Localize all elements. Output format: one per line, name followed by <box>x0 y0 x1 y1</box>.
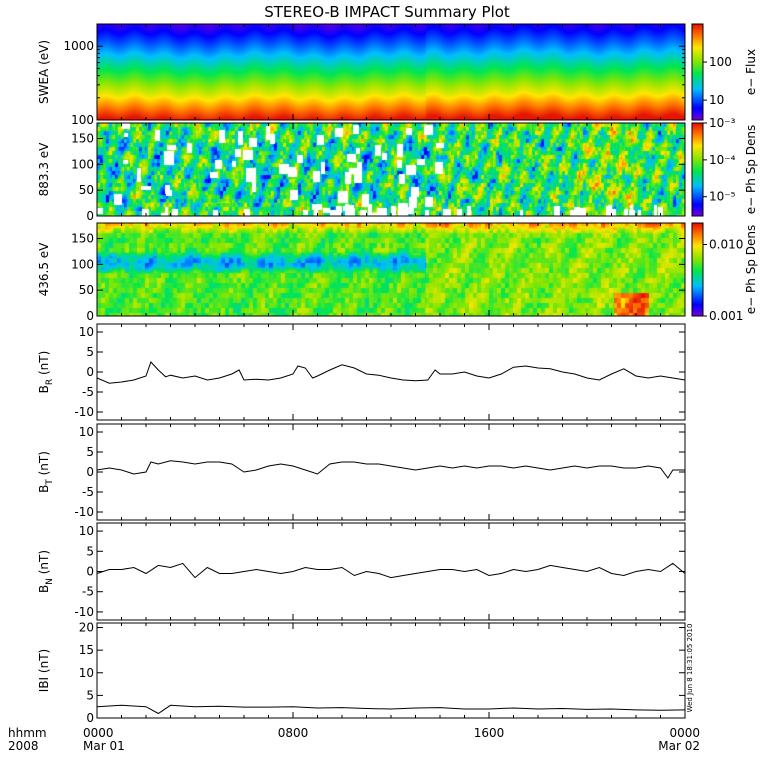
colorbar-tick-label: 10⁻⁴ <box>709 153 736 167</box>
y-axis-label: BT (nT) <box>37 451 55 493</box>
series-line <box>96 704 686 715</box>
colorbar-tick-label: 0.001 <box>709 309 743 323</box>
y-label-unit: (nT) <box>37 550 51 578</box>
x-tick-label: 0800 <box>278 726 309 740</box>
y-tick-label: -10 <box>74 505 94 519</box>
y-tick-label: -5 <box>82 485 94 499</box>
y-tick-label: -5 <box>82 385 94 399</box>
y-axis-label: BR (nT) <box>37 351 55 394</box>
y-axis-label: 883.3 eV <box>37 142 51 197</box>
y-tick-label: 50 <box>79 283 94 297</box>
x-tick-sublabel: Mar 02 <box>658 739 700 753</box>
y-label-main: IBI <box>37 677 51 692</box>
colorbar-label: e− Ph Sp Dens <box>744 125 758 214</box>
x-tick-label: 1600 <box>474 726 505 740</box>
y-tick-label: 0 <box>86 365 94 379</box>
y-tick-label: 5 <box>86 688 94 702</box>
y-tick-label: 100 <box>71 257 94 271</box>
y-tick-label: 5 <box>86 544 94 558</box>
y-tick-label: 5 <box>86 345 94 359</box>
panel-2: 10⁻⁵ 10⁻⁴ 10⁻³ e− Ph Sp Dens 0 50 100 150 883.3 … <box>37 116 758 223</box>
y-tick-label: 20 <box>79 621 94 635</box>
y-label-main: B <box>37 585 51 593</box>
y-tick-label: 150 <box>71 132 94 146</box>
y-axis-label: IBI (nT) <box>37 649 51 692</box>
y-label-sub: N <box>45 578 55 585</box>
y-label-unit: (nT) <box>37 351 51 379</box>
colorbar-tick-label: 0.010 <box>709 238 743 252</box>
series-line <box>96 460 685 479</box>
panel-4: -10 -5 0 5 10 BR (nT) <box>37 323 686 421</box>
y-tick-label: -10 <box>74 405 94 419</box>
x-tick-label: 0000 <box>83 726 114 740</box>
heatmap-image <box>97 123 685 216</box>
y-label-sub: T <box>45 479 55 486</box>
y-tick-label: 10 <box>79 325 94 339</box>
colorbar-frame <box>691 122 704 217</box>
y-tick-label: 10 <box>79 666 94 680</box>
y-label-main: B <box>37 385 51 393</box>
series-line <box>96 562 686 579</box>
y-tick-label: 0 <box>86 711 94 725</box>
y-tick-label: 10 <box>79 425 94 439</box>
y-tick-label: 0 <box>86 209 94 223</box>
y-tick-label: 100 <box>71 113 94 127</box>
y-tick-label: -5 <box>82 585 94 599</box>
panel-frame <box>96 522 686 621</box>
y-label-unit: (nT) <box>37 451 51 479</box>
colorbar <box>692 123 703 216</box>
y-label-main: B <box>37 485 51 493</box>
y-tick-label: 0 <box>86 565 94 579</box>
colorbar-frame <box>691 23 704 121</box>
heatmap-image <box>97 24 685 120</box>
y-tick-label: 0 <box>86 309 94 323</box>
y-tick-label: 0 <box>86 465 94 479</box>
colorbar-tick-label: 10⁻⁵ <box>709 190 736 204</box>
y-axis-label: BN (nT) <box>37 550 55 593</box>
colorbar-label: e− Flux <box>744 49 758 95</box>
colorbar-tick-label: 100 <box>709 55 732 69</box>
panel-frame <box>96 323 686 421</box>
y-tick-label: 150 <box>71 232 94 246</box>
x-row1-label: hhmm <box>8 726 47 740</box>
panel-6: -10 -5 0 5 10 BN (nT) <box>37 522 686 621</box>
y-label-unit: (nT) <box>37 649 51 677</box>
colorbar-frame <box>691 222 704 317</box>
panel-1: 10 100 e− Flux 100 1000 SWEA (eV) <box>37 23 758 127</box>
y-tick-label: 15 <box>79 643 94 657</box>
colorbar-label: e− Ph Sp Dens <box>744 225 758 314</box>
plot-title: STEREO-B IMPACT Summary Plot <box>264 3 510 21</box>
colorbar-tick-label: 10⁻³ <box>709 116 736 130</box>
panel-7: 0 5 10 15 20 IBI (nT) <box>37 621 686 725</box>
y-tick-label: 1000 <box>63 39 94 53</box>
colorbar <box>692 24 703 120</box>
panel-5: -10 -5 0 5 10 BT (nT) <box>37 423 686 521</box>
y-tick-label: 100 <box>71 157 94 171</box>
x-tick-sublabel: Mar 01 <box>83 739 125 753</box>
y-tick-label: 50 <box>79 183 94 197</box>
y-tick-label: 10 <box>79 524 94 538</box>
heatmap-image <box>97 223 685 316</box>
panel-frame <box>96 622 686 719</box>
x-tick-label: 0000 <box>669 726 700 740</box>
series-line <box>96 361 686 384</box>
panel-frame <box>96 423 686 521</box>
x-row2-label: 2008 <box>8 739 39 753</box>
y-tick-label: 5 <box>86 445 94 459</box>
colorbar <box>692 223 703 316</box>
panel-3: 0.001 0.010 e− Ph Sp Dens 0 50 100 150 436.5 eV <box>37 222 758 323</box>
y-axis-label: 436.5 eV <box>37 242 51 297</box>
y-label-sub: R <box>45 379 55 385</box>
y-axis-label: SWEA (eV) <box>37 40 51 104</box>
creation-timestamp: Wed Jun 8 18:31:05 2010 <box>686 624 694 713</box>
colorbar-tick-label: 10 <box>709 93 724 107</box>
y-tick-label: -10 <box>74 605 94 619</box>
